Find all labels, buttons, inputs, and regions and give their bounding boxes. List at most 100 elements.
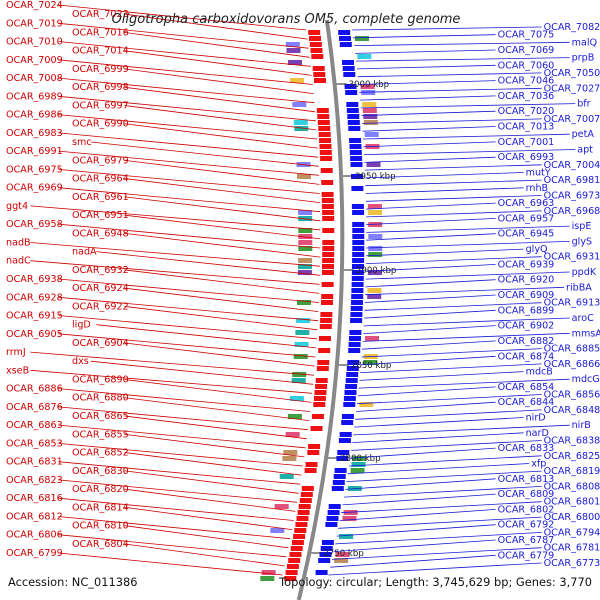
- reverse-gene-mark: [351, 294, 364, 299]
- right-gene-label: OCAR_6874: [498, 351, 555, 362]
- left-leader-line: [124, 397, 310, 421]
- reverse-gene-mark: [351, 186, 364, 191]
- reverse-gene-mark: [350, 156, 363, 161]
- right-leader-line: [357, 394, 542, 405]
- left-leader-line: [58, 77, 315, 104]
- left-leader-line: [124, 68, 314, 94]
- reverse-gene-mark: [332, 480, 345, 485]
- reverse-gene-mark: [341, 420, 354, 425]
- forward-gene-mark: [319, 138, 332, 143]
- left-gene-label: OCAR_7010: [6, 37, 63, 48]
- left-leader-line: [124, 32, 310, 58]
- right-gene-label: OCAR_6866: [544, 359, 600, 370]
- right-gene-label: OCAR_6913: [544, 298, 600, 309]
- annotation-block: [351, 462, 366, 467]
- right-gene-label: mutY: [526, 168, 551, 179]
- left-leader-line: [58, 406, 309, 431]
- forward-gene-mark: [293, 534, 306, 539]
- left-leader-line: [96, 324, 317, 349]
- reverse-gene-mark: [347, 360, 360, 365]
- right-leader-line: [366, 256, 542, 264]
- right-leader-line: [356, 64, 496, 70]
- annotation-block: [285, 432, 300, 437]
- annotation-block: [363, 120, 378, 125]
- right-gene-label: OCAR_7001: [498, 137, 555, 148]
- left-gene-label: OCAR_6804: [72, 539, 129, 550]
- annotation-block: [292, 102, 307, 107]
- left-gene-label: OCAR_7016: [72, 27, 129, 38]
- left-leader-line: [58, 333, 316, 358]
- annotation-block: [339, 534, 354, 539]
- reverse-gene-mark: [351, 300, 363, 305]
- forward-gene-mark: [285, 570, 298, 575]
- left-leader-line: [58, 150, 320, 176]
- forward-gene-mark: [321, 204, 334, 209]
- right-gene-label: OCAR_6854: [498, 382, 555, 393]
- annotation-block: [363, 114, 378, 119]
- annotation-block: [283, 450, 298, 455]
- left-leader-line: [124, 470, 299, 494]
- forward-gene-mark: [319, 336, 331, 341]
- right-leader-line: [333, 539, 496, 552]
- reverse-gene-mark: [344, 390, 357, 395]
- forward-gene-mark: [318, 126, 331, 131]
- right-gene-label: nirD: [526, 413, 546, 424]
- reverse-gene-mark: [338, 30, 351, 35]
- left-leader-line: [30, 351, 315, 376]
- right-leader-line: [353, 424, 570, 436]
- forward-gene-mark: [317, 114, 330, 119]
- annotation-block: [298, 240, 313, 245]
- reverse-gene-mark: [346, 108, 359, 113]
- annotation-block: [364, 132, 379, 137]
- forward-gene-mark: [321, 270, 334, 275]
- left-gene-label: OCAR_6814: [72, 502, 129, 513]
- reverse-gene-mark: [351, 204, 364, 209]
- genome-tracks: [260, 19, 383, 600]
- annotation-block: [362, 102, 377, 107]
- right-leader-line: [364, 156, 496, 163]
- annotation-block: [363, 360, 378, 365]
- reverse-gene-mark: [325, 522, 338, 527]
- reverse-gene-mark: [351, 276, 364, 281]
- right-leader-line: [360, 95, 496, 101]
- forward-gene-mark: [310, 426, 323, 431]
- right-leader-line: [355, 49, 496, 54]
- right-leader-line: [355, 409, 542, 420]
- annotation-block: [293, 354, 308, 359]
- reverse-gene-mark: [328, 504, 341, 509]
- right-gene-label: glyQ: [526, 244, 548, 255]
- right-leader-line: [365, 172, 524, 179]
- annotation-block: [368, 246, 383, 251]
- right-leader-line: [360, 363, 542, 373]
- left-leader-line: [58, 479, 298, 503]
- right-gene-label: bfr: [577, 99, 590, 110]
- reverse-gene-mark: [344, 84, 357, 89]
- reverse-gene-mark: [349, 330, 362, 335]
- forward-gene-mark: [316, 366, 329, 371]
- right-gene-label: OCAR_7050: [544, 68, 600, 79]
- annotation-block: [297, 174, 311, 179]
- left-gene-label: OCAR_6928: [6, 292, 63, 303]
- forward-gene-mark: [297, 510, 310, 515]
- forward-gene-mark: [320, 168, 333, 173]
- forward-gene-mark: [320, 318, 333, 323]
- right-gene-label: OCAR_7036: [498, 91, 555, 102]
- annotation-block: [287, 414, 302, 419]
- reverse-gene-mark: [350, 162, 363, 167]
- reverse-gene-mark: [352, 258, 365, 263]
- right-gene-label: OCAR_6973: [544, 191, 600, 202]
- right-gene-label: OCAR_6787: [498, 535, 555, 546]
- map-title: Oligotropha carboxidovorans OM5, complet…: [112, 12, 461, 27]
- left-gene-label: OCAR_7019: [6, 18, 63, 29]
- right-gene-label: OCAR_7060: [498, 60, 555, 71]
- left-gene-label: OCAR_6799: [6, 548, 63, 559]
- right-leader-line: [363, 317, 570, 327]
- right-gene-label: mdcG: [572, 374, 600, 385]
- annotation-block: [368, 210, 383, 215]
- left-leader-line: [124, 159, 320, 185]
- right-gene-label: OCAR_7075: [498, 30, 555, 41]
- right-gene-label: nirB: [572, 420, 591, 431]
- forward-gene-mark: [311, 414, 324, 419]
- left-gene-label: OCAR_7009: [6, 55, 63, 66]
